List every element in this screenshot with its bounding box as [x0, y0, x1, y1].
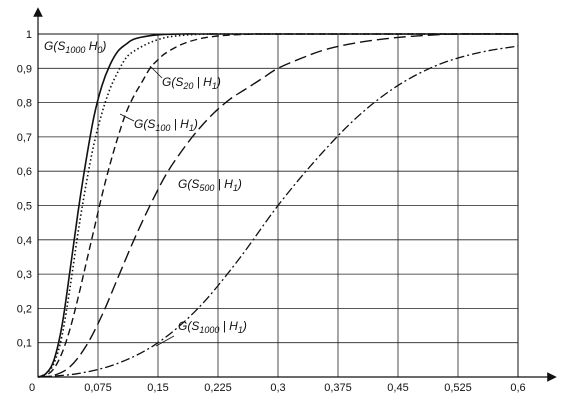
series-line-1	[37, 33, 518, 378]
x-tick-label: 0,525	[444, 382, 472, 394]
x-tick-label: 0	[29, 382, 35, 394]
series-line-3	[37, 33, 518, 378]
y-tick-label: 0,3	[17, 269, 32, 281]
x-tick-labels: 0 0,075 0,15 0,225 0,3 0,375 0,45 0,525 0,6	[29, 382, 526, 394]
y-tick-label: 0,4	[17, 235, 32, 247]
curve-label-leader	[149, 65, 163, 79]
curve-label-1: G(S1000 H0)	[44, 39, 106, 55]
x-tick-label: 0,6	[510, 382, 525, 394]
curve-labels: G(S1000 H0) G(S20 | H1) G(S100 | H1) G(S500…	[44, 39, 247, 347]
curve-label-5: G(S1000 | H1)	[178, 319, 247, 335]
series-lines	[37, 33, 519, 378]
curve-label-3: G(S100 | H1)	[134, 117, 198, 133]
x-tick-label: 0,15	[147, 382, 168, 394]
x-tick-label: 0,45	[387, 382, 408, 394]
curve-label-2: G(S20 | H1)	[162, 75, 221, 91]
y-tick-label: 1	[26, 29, 32, 41]
y-tick-label: 0,1	[17, 338, 32, 350]
y-tick-label: 0,6	[17, 166, 32, 178]
y-tick-label: 0,7	[17, 132, 32, 144]
x-tick-label: 0,375	[324, 382, 352, 394]
y-tick-labels: 0,1 0,2 0,3 0,4 0,5 0,6 0,7 0,8 0,9 1	[17, 29, 32, 350]
curve-label-leader	[119, 113, 135, 122]
series-line-4	[37, 33, 519, 378]
curve-label-leader	[155, 335, 175, 347]
series-line-5	[37, 45, 519, 378]
x-tick-label: 0,075	[84, 382, 112, 394]
series-line-2	[37, 33, 518, 378]
y-tick-label: 0,9	[17, 63, 32, 75]
y-tick-label: 0,8	[17, 98, 32, 110]
y-tick-label: 0,5	[17, 201, 32, 213]
curve-label-4: G(S500 | H1)	[178, 177, 242, 193]
x-tick-label: 0,3	[270, 382, 285, 394]
y-tick-label: 0,2	[17, 303, 32, 315]
x-tick-label: 0,225	[204, 382, 232, 394]
